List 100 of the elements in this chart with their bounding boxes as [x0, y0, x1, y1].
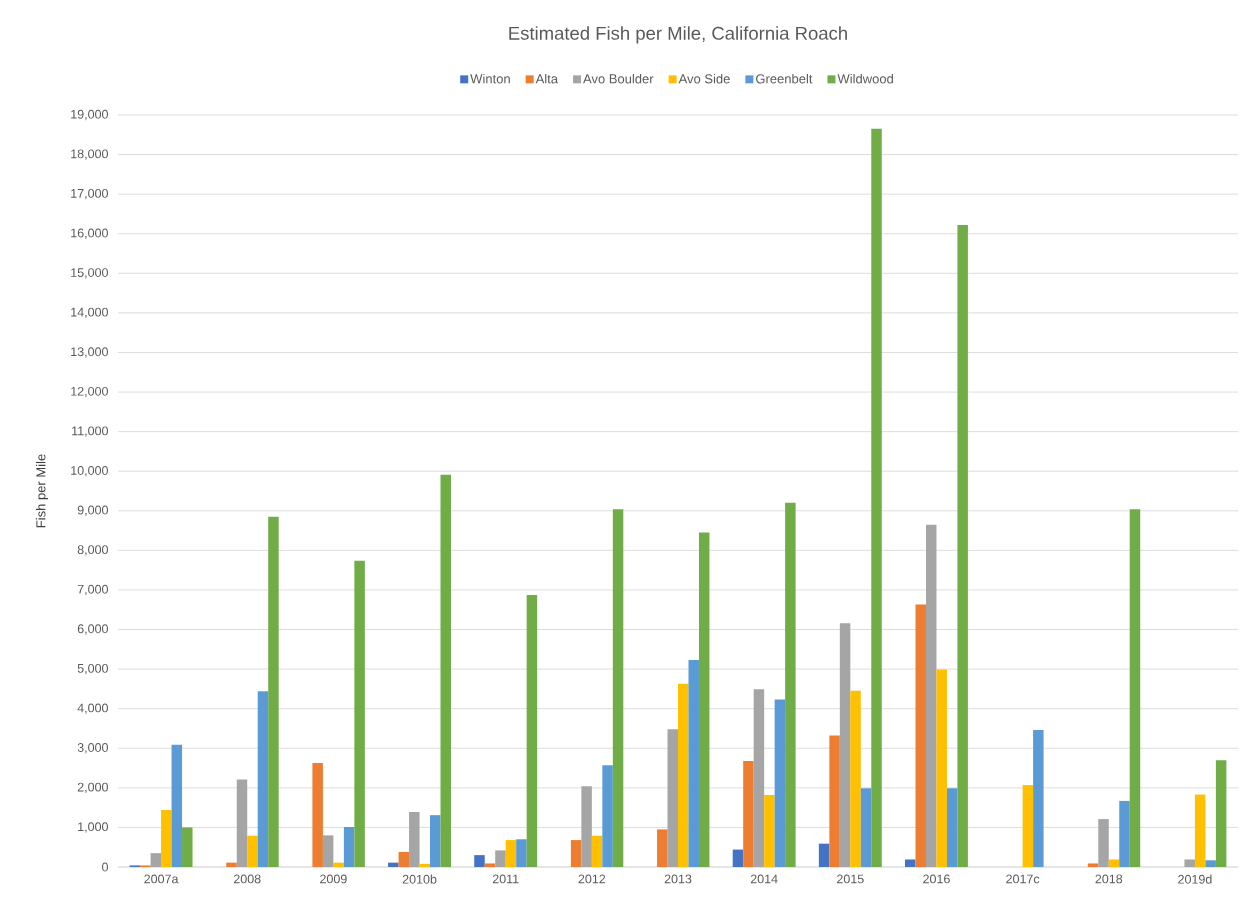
bar [612, 509, 624, 867]
y-tick-label: 10,000 [71, 466, 108, 477]
bar [247, 835, 258, 867]
bar [354, 560, 365, 867]
bar [657, 829, 668, 867]
y-tick-label: 6,000 [77, 624, 108, 635]
bar [430, 815, 441, 867]
x-tick-label: 2008 [233, 874, 261, 884]
bar [1205, 860, 1216, 867]
bar [764, 794, 775, 867]
bar [333, 862, 344, 867]
bar [602, 765, 613, 867]
bar [1194, 794, 1206, 867]
chart-title: Estimated Fish per Mile, California Roach [509, 26, 847, 44]
bar [1129, 509, 1141, 867]
y-tick-label: 19,000 [71, 109, 108, 121]
bar [753, 689, 765, 867]
bar [818, 843, 830, 867]
bar [312, 762, 323, 867]
bar [785, 502, 796, 867]
bar [925, 524, 937, 867]
bar [516, 839, 527, 867]
y-tick-label: 2,000 [77, 782, 108, 793]
x-tick-label: 2019d [1178, 874, 1212, 884]
bar [474, 855, 485, 867]
legend-label: Wildwood [837, 73, 893, 84]
y-tick-label: 9,000 [77, 505, 108, 516]
bar [915, 604, 926, 867]
bar [850, 690, 861, 867]
y-tick-label: 15,000 [71, 268, 108, 279]
x-tick-label: 2016 [923, 874, 950, 884]
x-tick-label: 2013 [664, 874, 692, 884]
bar [581, 786, 592, 867]
bar [398, 851, 410, 867]
y-tick-label: 17,000 [71, 188, 108, 200]
bar [743, 760, 754, 867]
bar [419, 863, 431, 867]
legend-label: Alta [535, 73, 559, 84]
bar [1087, 863, 1099, 867]
bar [1119, 800, 1130, 867]
bar [1215, 760, 1227, 867]
x-tick-label: 2018 [1095, 874, 1123, 884]
bar [161, 810, 172, 867]
bar [591, 835, 603, 867]
bar [905, 859, 916, 867]
legend-label: Avo Side [678, 73, 730, 84]
y-tick-label: 14,000 [71, 307, 108, 319]
x-tick-label: 2010b [402, 874, 437, 884]
y-tick-label: 13,000 [71, 347, 108, 358]
legend-label: Winton [470, 73, 510, 84]
bar [829, 735, 840, 867]
bar [440, 474, 451, 867]
legend-label: Greenbelt [756, 73, 813, 84]
bar [257, 691, 269, 867]
bar [495, 850, 506, 867]
bar [1033, 730, 1044, 867]
bar [860, 788, 872, 867]
bar [343, 827, 355, 867]
bar [1184, 859, 1195, 867]
bar [526, 595, 538, 867]
y-tick-label: 1,000 [78, 822, 108, 833]
y-tick-label: 5,000 [77, 663, 108, 675]
y-tick-label: 12,000 [71, 386, 108, 398]
x-tick-label: 2015 [837, 874, 864, 884]
bar [570, 840, 582, 867]
bar [182, 827, 193, 867]
bar [409, 811, 420, 867]
bar [322, 835, 334, 867]
bar [957, 225, 968, 867]
bar [1108, 859, 1120, 867]
bar [505, 840, 517, 867]
x-tick-label: 2014 [750, 874, 778, 884]
y-tick-label: 18,000 [71, 149, 108, 160]
y-tick-label: 4,000 [77, 703, 108, 714]
bar [698, 532, 710, 867]
y-tick-label: 16,000 [71, 228, 108, 239]
y-tick-label: 11,000 [72, 426, 108, 437]
bar [936, 669, 947, 867]
bar [484, 863, 496, 867]
y-axis-title: Fish per Mile [35, 454, 49, 528]
bar [1098, 819, 1109, 867]
bar [688, 660, 699, 867]
x-tick-label: 2017c [1006, 874, 1040, 884]
bar [150, 853, 162, 867]
bar [667, 729, 679, 867]
bar [226, 862, 237, 867]
bar [732, 849, 744, 867]
y-tick-label: 8,000 [77, 545, 108, 556]
bar [678, 683, 689, 867]
bar [774, 699, 786, 867]
bar [236, 779, 248, 867]
bar [388, 862, 399, 867]
y-tick-label: 7,000 [77, 584, 108, 596]
bar [268, 516, 279, 867]
x-tick-label: 2007a [144, 874, 179, 884]
bar [1022, 785, 1034, 867]
bar [171, 744, 183, 867]
x-tick-label: 2012 [578, 874, 606, 884]
bar [839, 623, 851, 867]
x-tick-label: 2009 [320, 874, 347, 884]
